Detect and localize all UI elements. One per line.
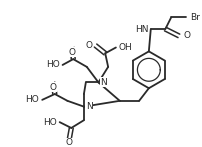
- Text: HO: HO: [25, 95, 39, 104]
- Text: HO: HO: [43, 118, 57, 127]
- Text: Br: Br: [190, 13, 199, 22]
- Text: N: N: [100, 78, 107, 87]
- Text: O: O: [68, 48, 75, 57]
- Text: HN: HN: [135, 25, 148, 34]
- Text: OH: OH: [118, 43, 132, 52]
- Text: O: O: [65, 138, 73, 147]
- Text: O: O: [183, 31, 190, 40]
- Text: O: O: [49, 83, 56, 92]
- Text: O: O: [85, 41, 92, 50]
- Text: N: N: [85, 102, 92, 111]
- Text: HO: HO: [46, 60, 59, 69]
